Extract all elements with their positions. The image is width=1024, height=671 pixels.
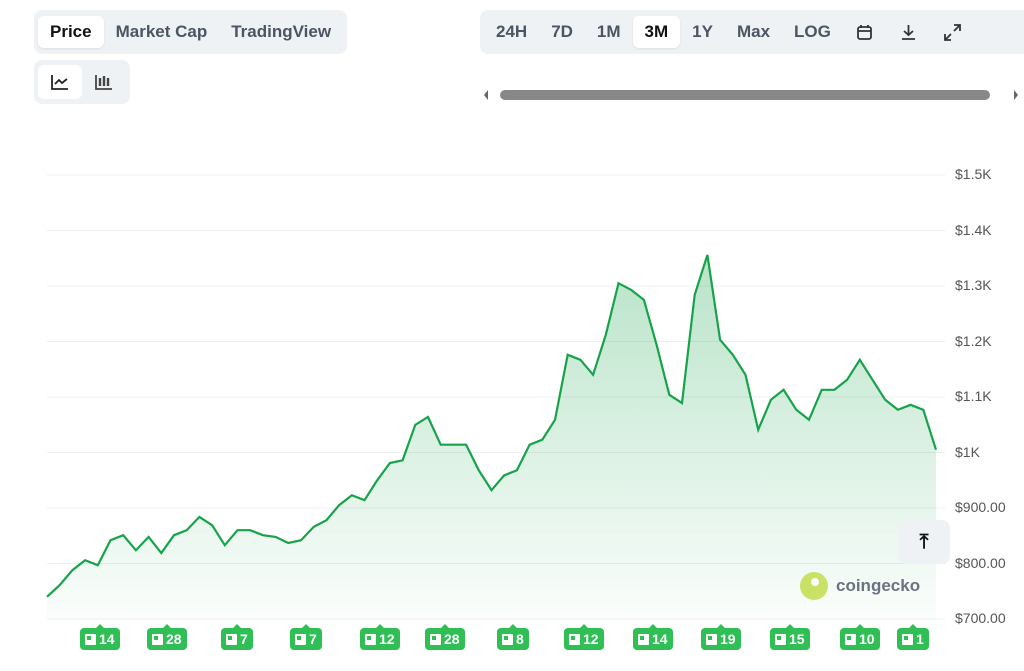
news-badge[interactable]: 14 [80,624,120,650]
price-line [46,254,938,598]
news-icon [430,633,441,645]
price-area [47,254,936,619]
news-icon [845,633,856,645]
news-badge[interactable]: 8 [497,624,529,650]
range-1m[interactable]: 1M [596,22,621,41]
y-tick-label: $1.1K [955,388,992,404]
news-count: 19 [720,631,736,647]
arrow-up-icon: ⤒ [919,530,929,553]
range-3m[interactable]: 3M [632,16,681,48]
news-icon [775,633,786,645]
news-icon [226,633,237,645]
y-tick-label: $900.00 [955,499,1006,515]
news-count: 7 [240,631,248,647]
y-tick-label: $1K [955,443,980,460]
calendar-icon[interactable] [843,15,887,49]
range-log[interactable]: LOG [794,22,831,41]
news-icon [902,633,913,645]
range-max[interactable]: Max [736,22,771,41]
tab-market-cap[interactable]: Market Cap [115,22,208,41]
coingecko-logo-icon [800,572,828,600]
news-icon [502,633,513,645]
y-tick-label: $1.2K [955,332,992,349]
y-tick-label: $700.00 [955,610,1006,626]
news-badge[interactable]: 1 [897,624,929,650]
news-count: 15 [789,631,805,647]
news-badge[interactable]: 7 [290,624,322,650]
news-badge[interactable]: 28 [425,624,465,650]
coingecko-watermark: coingecko [800,572,920,600]
range-1y[interactable]: 1Y [692,22,713,41]
news-count: 28 [444,631,460,647]
news-count: 7 [309,631,317,647]
news-count: 14 [99,631,115,647]
news-badge[interactable]: 12 [564,624,604,650]
range-7d[interactable]: 7D [551,22,573,41]
news-icon [295,633,306,645]
news-icon [569,633,580,645]
y-tick-label: $1.5K [955,166,992,182]
candlestick-icon[interactable] [82,65,126,99]
news-icon [706,633,717,645]
news-badge[interactable]: 19 [701,624,741,650]
y-tick-label: $1.3K [955,277,992,293]
y-tick-label: $1.4K [955,221,992,238]
news-icon [152,633,163,645]
range-scrollbar[interactable] [480,86,1024,104]
news-count: 12 [583,631,599,647]
news-count: 8 [516,631,524,647]
news-count: 10 [859,631,875,647]
tab-price[interactable]: Price [38,16,104,48]
chart-type-toggle [34,60,130,104]
news-badge[interactable]: 12 [360,624,400,650]
news-badge[interactable]: 10 [840,624,880,650]
range-toolbar: 24H 7D 1M 3M 1Y Max LOG [480,10,1024,54]
data-tabs: Price Market Cap TradingView [34,10,348,54]
news-badge[interactable]: 15 [770,624,810,650]
news-icon [638,633,649,645]
news-icon [85,633,96,645]
range-24h[interactable]: 24H [496,22,528,41]
download-icon[interactable] [887,15,931,49]
y-tick-label: $800.00 [955,554,1006,571]
news-count: 14 [652,631,668,647]
tab-tradingview[interactable]: TradingView [231,22,332,41]
news-count: 12 [379,631,395,647]
scroll-to-top-button[interactable]: ⤒ [898,520,950,564]
news-badge[interactable]: 7 [221,624,253,650]
news-badge[interactable]: 28 [147,624,187,650]
news-icon [365,633,376,645]
line-chart-icon[interactable] [38,65,82,99]
fullscreen-icon[interactable] [931,15,975,49]
news-count: 28 [166,631,182,647]
news-badge[interactable]: 14 [633,624,673,650]
news-count: 1 [916,631,924,647]
